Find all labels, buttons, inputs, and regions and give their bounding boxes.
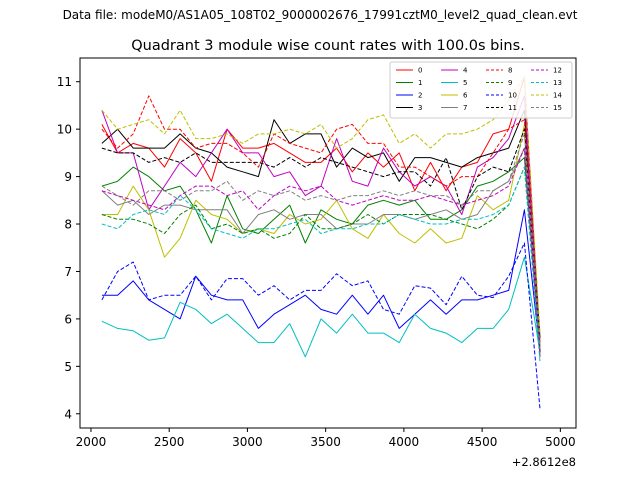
- legend-label-7: 7: [463, 104, 467, 112]
- series-line-10: [101, 242, 541, 410]
- legend-label-1: 1: [418, 79, 422, 87]
- legend-label-8: 8: [508, 67, 512, 75]
- x-tick-label: 2000: [76, 435, 107, 449]
- legend-label-10: 10: [508, 92, 517, 100]
- series-line-13: [101, 166, 541, 362]
- legend-label-6: 6: [463, 92, 468, 100]
- x-tick-label: 4500: [467, 435, 498, 449]
- y-tick-label: 5: [64, 360, 72, 374]
- chart-title: Quadrant 3 module wise count rates with …: [131, 38, 525, 54]
- series-line-8: [101, 95, 541, 357]
- legend-label-13: 13: [553, 79, 562, 87]
- legend-label-3: 3: [418, 104, 422, 112]
- x-tick-label: 2500: [154, 435, 185, 449]
- y-tick-label: 10: [57, 123, 72, 137]
- series-line-14: [101, 76, 541, 334]
- legend-label-0: 0: [418, 67, 422, 75]
- series-line-6: [101, 123, 541, 353]
- series-line-0: [101, 76, 541, 343]
- x-tick-label: 4000: [389, 435, 420, 449]
- series-line-1: [101, 157, 541, 348]
- series-layer: [101, 76, 541, 410]
- legend-label-4: 4: [463, 67, 468, 75]
- legend-box: [389, 61, 573, 119]
- legend-label-5: 5: [463, 79, 467, 87]
- series-line-11: [101, 128, 541, 353]
- y-tick-label: 4: [64, 407, 72, 421]
- y-tick-label: 6: [64, 312, 72, 326]
- legend-label-2: 2: [418, 92, 422, 100]
- y-tick-label: 9: [64, 170, 72, 184]
- legend-label-9: 9: [508, 79, 512, 87]
- x-tick-label: 5000: [545, 435, 576, 449]
- series-line-7: [101, 147, 541, 348]
- legend-label-12: 12: [553, 67, 562, 75]
- legend-label-11: 11: [508, 104, 517, 112]
- x-axis: 2000 2500 3000 3500 4000 4500 5000: [76, 428, 576, 449]
- legend-label-14: 14: [553, 92, 562, 100]
- series-line-4: [101, 95, 541, 353]
- x-tick-label: 3500: [310, 435, 341, 449]
- legend-label-15: 15: [553, 104, 562, 112]
- series-line-3: [101, 109, 541, 338]
- x-axis-offset-label: +2.8612e8: [512, 455, 576, 469]
- y-tick-label: 7: [64, 265, 72, 279]
- plot-frame: [79, 57, 577, 429]
- y-axis: 4 5 6 7 8 9 10 11: [57, 75, 80, 421]
- suptitle: Data file: modeM0/AS1A05_108T02_90000026…: [62, 8, 578, 22]
- y-tick-label: 8: [64, 218, 72, 232]
- series-line-5: [101, 256, 541, 358]
- series-line-15: [101, 133, 541, 348]
- x-tick-label: 3000: [232, 435, 263, 449]
- series-line-12: [101, 147, 541, 357]
- series-line-2: [101, 209, 541, 353]
- y-tick-label: 11: [57, 75, 72, 89]
